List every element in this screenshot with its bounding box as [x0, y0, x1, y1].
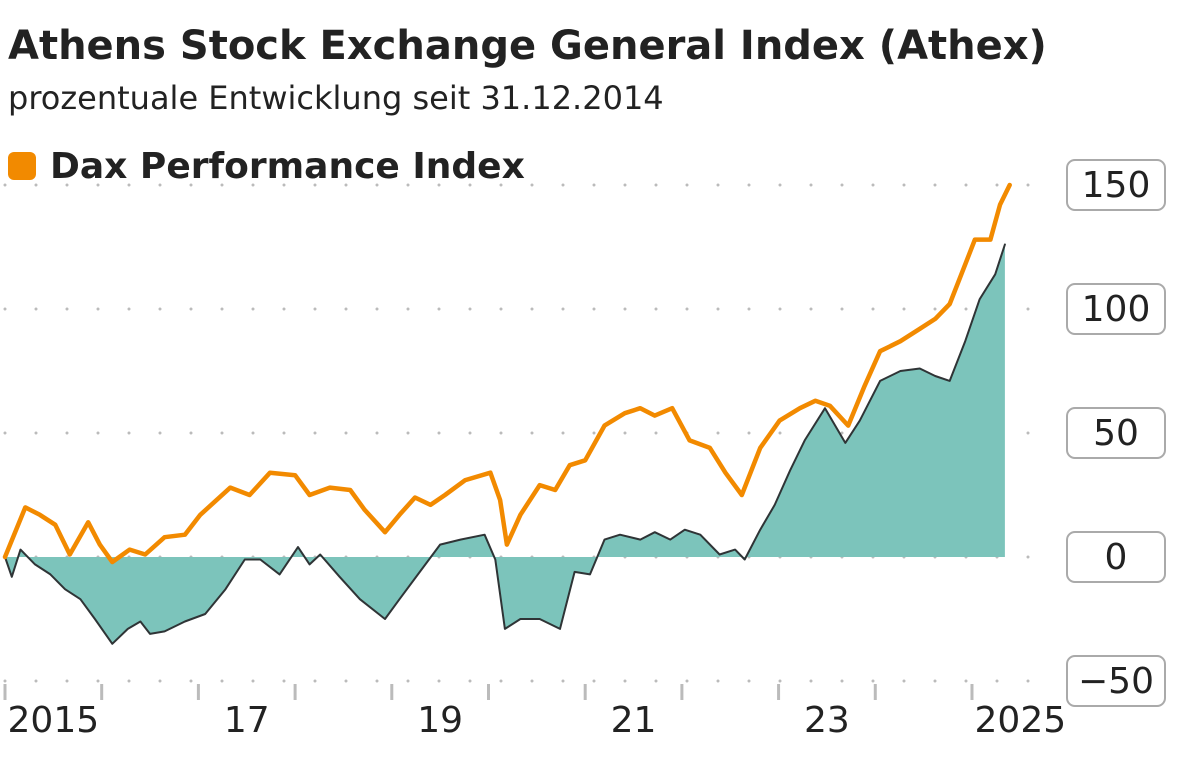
line [4, 243, 1006, 645]
chart-subtitle: prozentuale Entwicklung seit 31.12.2014 [8, 79, 664, 117]
x-tick-label: 23 [804, 700, 850, 741]
area [5, 244, 1005, 644]
legend-swatch [8, 152, 36, 180]
x-tick-label: 2015 [8, 700, 100, 741]
x-tick-label: 21 [611, 700, 657, 741]
y-tick-label: −50 [1078, 661, 1154, 702]
y-tick-label: 150 [1082, 165, 1151, 206]
y-tick-label: 0 [1105, 537, 1128, 578]
y-tick-label: 50 [1093, 413, 1139, 454]
legend-label: Dax Performance Index [50, 146, 525, 187]
y-tick-box [1066, 283, 1166, 335]
y-tick-box [1066, 159, 1166, 211]
chart-title: Athens Stock Exchange General Index (Ath… [8, 23, 1047, 69]
y-tick-box [1066, 531, 1166, 583]
x-tick-label: 19 [417, 700, 463, 741]
x-tick-label: 17 [224, 700, 270, 741]
x-tick-label: 2025 [975, 700, 1067, 741]
line [2, 182, 1012, 565]
y-tick-label: 100 [1082, 289, 1151, 330]
y-tick-box [1066, 407, 1166, 459]
y-tick-box [1066, 655, 1166, 707]
